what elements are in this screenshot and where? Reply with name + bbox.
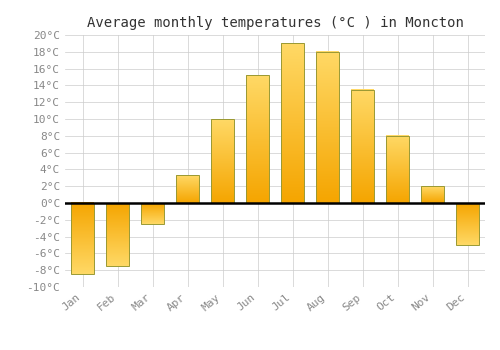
Bar (281, 43, 304, 203)
Bar (106, 203, 129, 266)
Bar (421, 186, 444, 203)
Bar (71, 203, 94, 274)
Title: Average monthly temperatures (°C ) in Moncton: Average monthly temperatures (°C ) in Mo… (86, 16, 464, 30)
Bar (386, 136, 409, 203)
Bar (456, 203, 479, 245)
Bar (246, 75, 269, 203)
Bar (211, 119, 234, 203)
Bar (176, 175, 199, 203)
Bar (141, 203, 164, 224)
Bar (351, 90, 374, 203)
Bar (316, 52, 339, 203)
